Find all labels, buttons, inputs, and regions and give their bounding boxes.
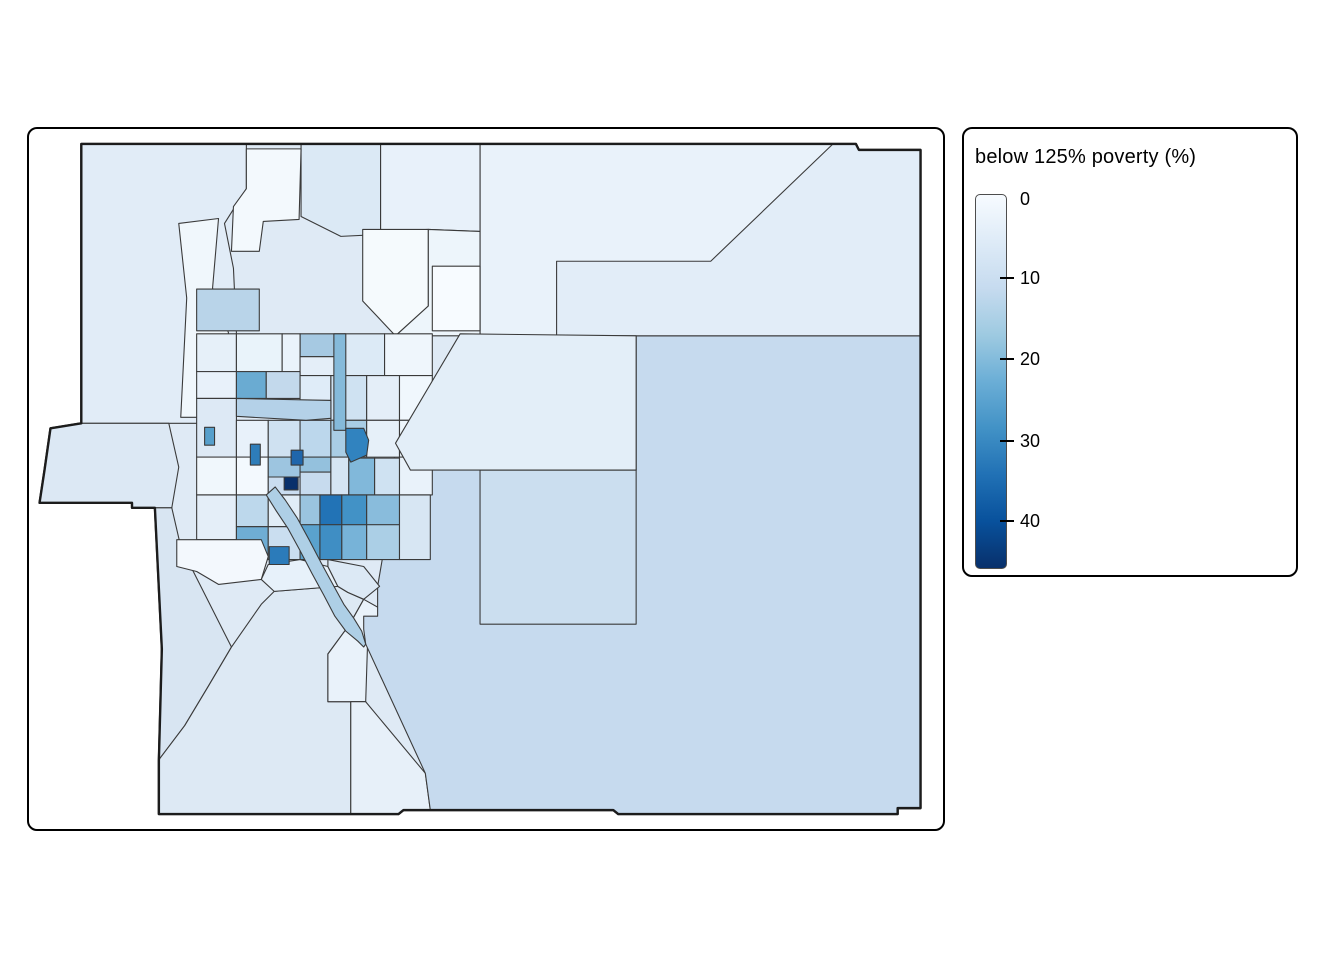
census-tract-polygon	[176, 539, 269, 585]
legend-colorbar	[975, 194, 1007, 569]
census-tract-polygon	[341, 524, 368, 561]
census-tract-polygon	[319, 524, 343, 561]
census-tract-polygon	[299, 494, 321, 526]
choropleth-svg	[38, 142, 922, 816]
census-tract-polygon	[398, 494, 431, 561]
census-tract-polygon	[319, 494, 343, 526]
legend-tick-label-10: 10	[1020, 268, 1041, 288]
census-tract-polygon	[366, 419, 401, 458]
census-tract-polygon	[299, 419, 332, 458]
census-tract-polygon	[380, 143, 481, 232]
legend-tick-mark-10	[1000, 277, 1014, 279]
census-tract-polygon	[330, 456, 350, 496]
census-tract-polygon	[348, 457, 376, 496]
legend-tick-label-40: 40	[1020, 511, 1041, 531]
census-tract-polygon	[344, 333, 386, 377]
census-tract-polygon	[479, 469, 637, 625]
census-tract-polygon	[366, 524, 401, 561]
census-tract-polygon	[196, 333, 237, 373]
legend-tick-label-0: 0	[1020, 189, 1031, 209]
map-panel	[27, 127, 945, 831]
census-tract-polygon	[281, 333, 301, 373]
census-tract-polygon	[196, 397, 237, 458]
census-tract-polygon	[366, 494, 401, 526]
legend-tick-mark-30	[1000, 440, 1014, 442]
census-tract-polygon	[300, 143, 382, 237]
census-tract-polygon	[235, 397, 332, 421]
census-tract-polygon	[39, 422, 180, 509]
census-tract-polygon	[196, 288, 260, 332]
census-tract-polygon	[374, 457, 401, 496]
census-tract-polygon	[249, 443, 261, 466]
census-tract-polygon	[394, 333, 637, 471]
county-boundary	[38, 142, 922, 816]
legend-tick-label-30: 30	[1020, 431, 1041, 451]
census-tract-polygon	[268, 546, 290, 566]
census-tract-polygon	[235, 494, 269, 528]
census-tract-polygon	[196, 494, 237, 541]
census-tract-polygon	[204, 426, 216, 446]
census-tract-polygon	[431, 265, 481, 332]
census-tract-polygon	[196, 456, 237, 496]
legend-tick-mark-40	[1000, 520, 1014, 522]
legend-tick-mark-20	[1000, 358, 1014, 360]
census-tract-polygon	[265, 371, 301, 400]
census-tract-polygon	[235, 333, 283, 373]
census-tract-polygon	[341, 494, 368, 526]
legend-panel: below 125% poverty (%) 0 10 20 30 40	[962, 127, 1298, 577]
census-tract-polygon	[290, 449, 304, 466]
census-tract-polygon	[366, 375, 401, 421]
census-tract-polygon	[299, 375, 332, 401]
census-tract-polygon	[196, 371, 237, 400]
census-tract-polygon	[299, 456, 332, 473]
census-tract-polygon	[283, 476, 299, 491]
legend-title: below 125% poverty (%)	[975, 146, 1197, 168]
census-tract-polygon	[235, 371, 267, 400]
census-tract-polygon	[327, 558, 381, 600]
census-tract-polygon	[384, 333, 433, 377]
legend-tick-label-20: 20	[1020, 349, 1041, 369]
census-tract-polygon	[265, 486, 367, 648]
census-tract-polygon	[333, 333, 347, 431]
census-tract-polygon	[230, 148, 302, 252]
census-tract-polygon	[345, 427, 370, 463]
census-tract-polygon	[299, 471, 332, 496]
